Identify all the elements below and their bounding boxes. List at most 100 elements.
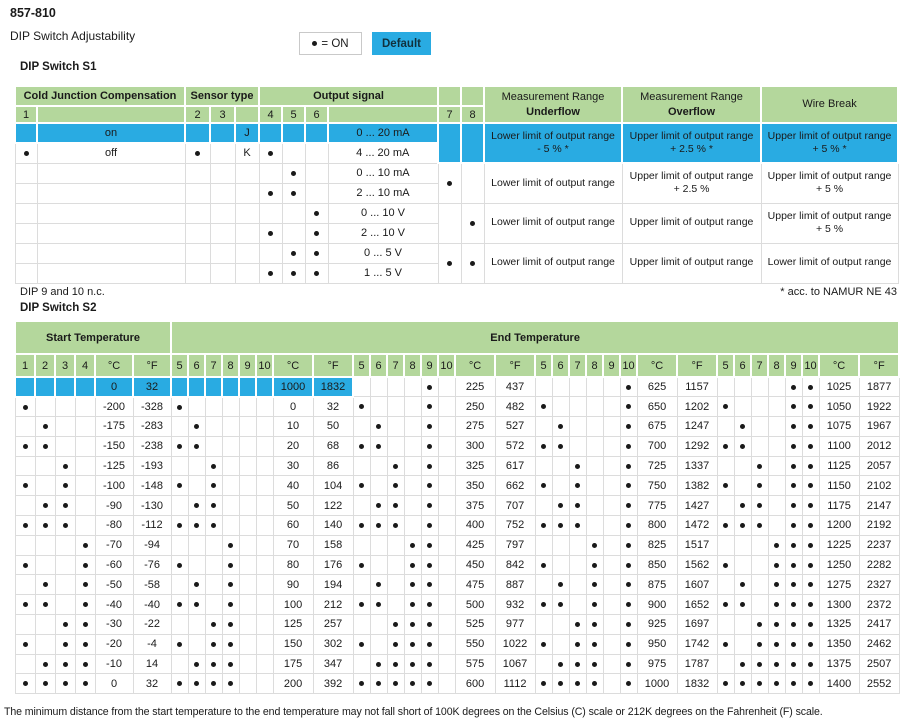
- s2-end4-dip9-cell: [784, 534, 803, 556]
- s2-end4-dip9-cell: [784, 554, 803, 576]
- s2-end3-switch-col-8: 8: [585, 353, 605, 378]
- s2-end3-temp-c-cell: 675: [636, 416, 678, 437]
- s2-start-unit-c: °C: [94, 353, 134, 378]
- s2-start-dip2-cell: [34, 653, 56, 675]
- on-dot-icon: [791, 641, 797, 647]
- on-dot-icon: [470, 260, 476, 266]
- s2-end2-dip5-cell: [352, 574, 371, 596]
- s1-cjc-value-cell: [36, 222, 186, 244]
- s1-dip6-cell: [304, 122, 329, 144]
- s2-end4-temp-f-cell: 2372: [858, 594, 900, 616]
- s2-end4-temp-f-cell: 2552: [858, 673, 900, 695]
- on-dot-icon: [757, 681, 763, 687]
- on-dot-icon: [228, 602, 234, 608]
- s2-end1-temp-f-cell: 104: [312, 475, 354, 497]
- s1-dip7-cell: [437, 202, 462, 244]
- s2-end3-unit-c: °C: [636, 353, 679, 378]
- s2-start-dip3-cell: [54, 416, 76, 437]
- s2-end4-dip5-cell: [716, 653, 735, 675]
- s2-end2-dip6-cell: [369, 416, 388, 437]
- s2-start-dip4-cell: [74, 554, 96, 576]
- s2-end3-dip7-cell: [568, 554, 587, 576]
- on-dot-icon: [626, 562, 632, 568]
- s2-end2-dip9-cell: [420, 574, 439, 596]
- s2-end1-dip9-cell: [238, 534, 257, 556]
- s2-end2-dip9-cell: [420, 673, 439, 695]
- on-dot-icon: [723, 681, 729, 687]
- on-dot-icon: [723, 602, 729, 608]
- s2-end4-dip8-cell: [767, 633, 786, 655]
- s2-end2-dip10-cell: [437, 396, 456, 418]
- on-dot-icon: [393, 661, 399, 667]
- s2-end2-dip6-cell: [369, 673, 388, 695]
- on-dot-icon: [410, 562, 416, 568]
- s2-end1-dip9-cell: [238, 653, 257, 675]
- s2-end3-dip9-cell: [602, 614, 621, 635]
- on-dot-icon: [211, 483, 217, 489]
- s2-end4-dip8-cell: [767, 574, 786, 596]
- s1-switch-col-2: 2: [184, 105, 211, 124]
- s2-end2-temp-f-cell: 797: [494, 534, 536, 556]
- s2-end2-dip6-cell: [369, 534, 388, 556]
- on-dot-icon: [82, 562, 88, 568]
- s2-end4-dip10-cell: [801, 534, 820, 556]
- s2-end1-dip10-cell: [255, 534, 274, 556]
- s2-end1-switch-col-6: 6: [187, 353, 207, 378]
- legend-default-chip: Default: [372, 32, 431, 55]
- s2-end3-dip6-cell: [551, 435, 570, 457]
- s2-end4-dip5-cell: [716, 416, 735, 437]
- s2-end4-dip6-cell: [733, 614, 752, 635]
- on-dot-icon: [194, 424, 200, 430]
- s1-dip1-cell: [14, 242, 38, 264]
- s2-start-dip3-cell: [54, 376, 76, 398]
- s2-end4-dip5-cell: [716, 673, 735, 695]
- s2-end4-dip7-cell: [750, 653, 769, 675]
- s2-end3-dip6-cell: [551, 594, 570, 616]
- on-dot-icon: [541, 641, 547, 647]
- s2-end4-dip6-cell: [733, 376, 752, 398]
- s2-end3-dip9-cell: [602, 435, 621, 457]
- s2-end2-dip6-cell: [369, 653, 388, 675]
- on-dot-icon: [757, 641, 763, 647]
- s2-end3-dip5-cell: [534, 574, 553, 596]
- s1-sensor-value-cell: [234, 162, 260, 184]
- s2-start-dip2-cell: [34, 554, 56, 576]
- s2-end4-dip5-cell: [716, 435, 735, 457]
- s2-end1-dip9-cell: [238, 554, 257, 576]
- on-dot-icon: [626, 582, 632, 588]
- s2-end2-temp-f-cell: 482: [494, 396, 536, 418]
- s2-end1-dip6-cell: [187, 435, 206, 457]
- s2-end1-dip5-cell: [170, 396, 189, 418]
- s2-end4-dip6-cell: [733, 653, 752, 675]
- product-number: 857-810: [10, 6, 56, 20]
- on-dot-icon: [808, 503, 814, 509]
- s2-end2-temp-f-cell: 977: [494, 614, 536, 635]
- s1-dip2-cell: [184, 202, 211, 224]
- s2-table: Start Temperature End Temperature 1 2 3 4 °C °F…: [13, 320, 901, 695]
- on-dot-icon: [228, 582, 234, 588]
- s2-end2-temp-f-cell: 1112: [494, 673, 536, 695]
- on-dot-icon: [82, 542, 88, 548]
- s2-end1-dip8-cell: [221, 396, 240, 418]
- s2-start-dip4-cell: [74, 614, 96, 635]
- s2-end4-dip8-cell: [767, 475, 786, 497]
- s2-end1-temp-c-cell: 70: [272, 534, 314, 556]
- s2-end3-dip8-cell: [585, 495, 604, 517]
- s2-end3-temp-c-cell: 850: [636, 554, 678, 576]
- s2-end4-dip9-cell: [784, 495, 803, 517]
- s2-end4-dip7-cell: [750, 495, 769, 517]
- on-dot-icon: [808, 443, 814, 449]
- s1-dip7-cell: [437, 122, 463, 164]
- s2-end2-dip8-cell: [403, 435, 422, 457]
- on-dot-icon: [808, 622, 814, 628]
- s2-end2-dip5-cell: [352, 376, 371, 398]
- on-dot-icon: [177, 641, 183, 647]
- s2-end2-dip10-cell: [437, 455, 456, 477]
- s2-end3-dip7-cell: [568, 455, 587, 477]
- on-dot-icon: [626, 503, 632, 509]
- s2-start-temp-f-cell: -112: [132, 515, 172, 536]
- s2-end4-dip10-cell: [801, 574, 820, 596]
- on-dot-icon: [427, 562, 433, 568]
- s2-end3-temp-c-cell: 900: [636, 594, 678, 616]
